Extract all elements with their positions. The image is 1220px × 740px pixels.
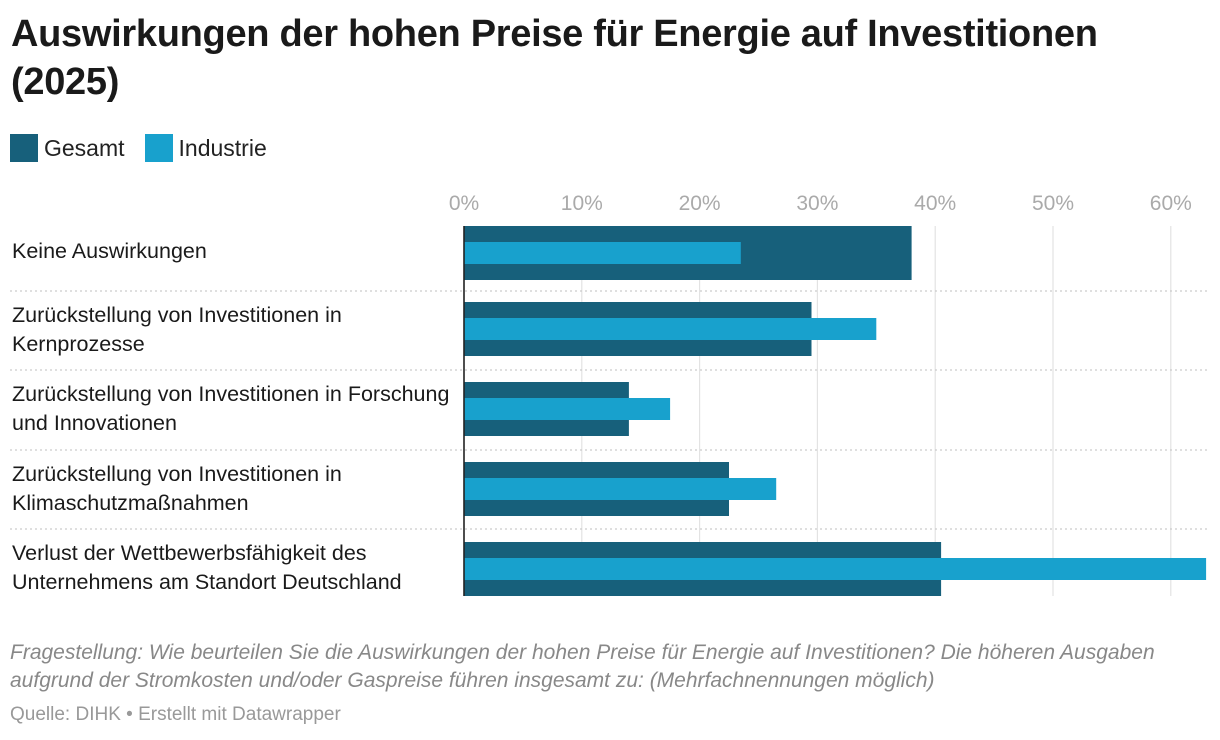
footnote: Fragestellung: Wie beurteilen Sie die Au… (10, 641, 1155, 692)
source-credit: Quelle: DIHK • Erstellt mit Datawrapper (10, 704, 341, 725)
x-tick-label-40: 40% (914, 192, 956, 215)
category-label-forschung: Zurückstellung von Investitionen in Fors… (12, 382, 450, 435)
category-label-klimaschutz: Zurückstellung von Investitionen in Klim… (12, 462, 342, 515)
x-tick-label-50: 50% (1032, 192, 1074, 215)
category-label-kernprozesse: Zurückstellung von Investitionen in Kern… (12, 303, 342, 356)
bar-industrie-1 (464, 318, 877, 340)
legend-item-gesamt: Gesamt (10, 134, 125, 162)
category-label-keine-auswirkungen: Keine Auswirkungen (12, 239, 207, 263)
x-tick-label-10: 10% (561, 192, 603, 215)
legend-swatch-industrie (144, 134, 173, 162)
legend-item-industrie: Industrie (144, 134, 267, 162)
legend-label-gesamt: Gesamt (44, 134, 125, 161)
category-label-wettbewerbsfaehigkeit: Verlust der Wettbewerbsfähigkeit des Unt… (12, 541, 402, 594)
bar-industrie-2 (464, 398, 671, 420)
x-tick-label-60: 60% (1150, 192, 1192, 215)
chart-title: Auswirkungen der hohen Preise für Energi… (11, 13, 1098, 103)
legend-swatch-gesamt (10, 134, 38, 162)
x-tick-label-0: 0% (449, 192, 479, 215)
bar-industrie-0 (464, 242, 741, 264)
x-tick-label-30: 30% (796, 192, 838, 215)
bar-industrie-4 (464, 558, 1207, 580)
bar-industrie-3 (464, 478, 777, 500)
legend: Gesamt Industrie (10, 134, 287, 162)
x-tick-label-20: 20% (679, 192, 721, 215)
legend-label-industrie: Industrie (178, 134, 267, 161)
